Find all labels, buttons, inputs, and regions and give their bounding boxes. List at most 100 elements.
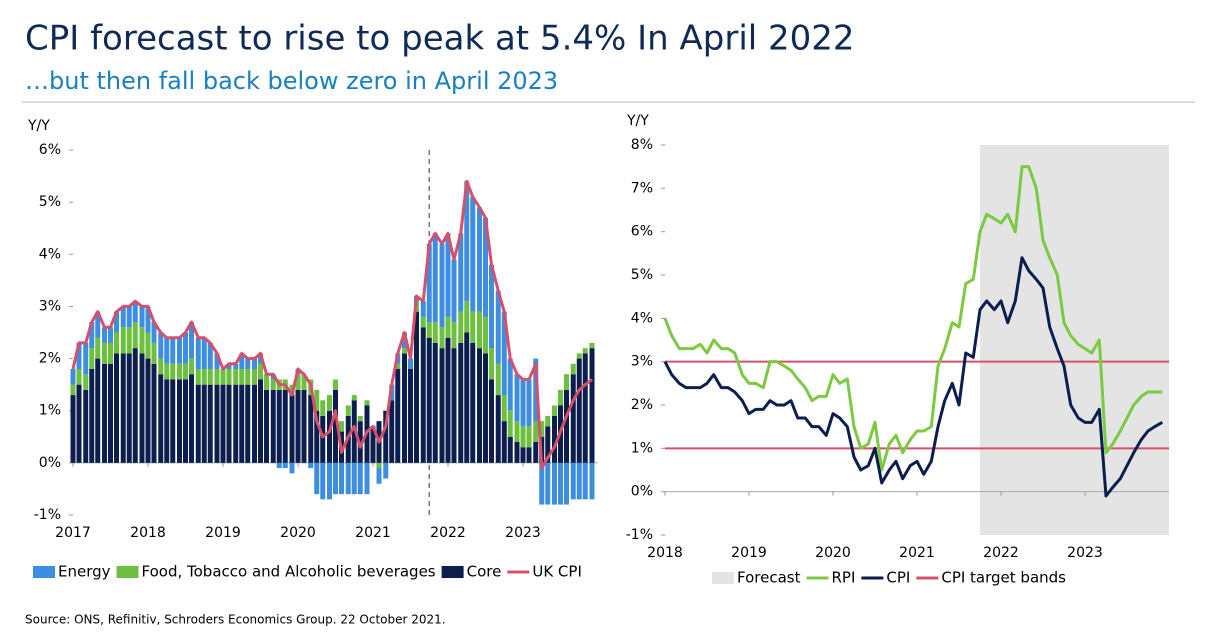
- bar-segment: [570, 374, 576, 463]
- bar-segment: [301, 389, 307, 463]
- bar-segment: [570, 363, 576, 375]
- y-tick-label: 1%: [631, 440, 653, 456]
- bar-segment: [420, 301, 426, 317]
- bar-segment: [314, 462, 320, 495]
- bar-segment: [139, 306, 145, 328]
- bar-segment: [426, 243, 432, 323]
- bar-segment: [158, 358, 164, 375]
- bar-segment: [570, 462, 576, 500]
- bar-segment: [395, 369, 401, 463]
- bar-segment: [552, 462, 557, 505]
- bar-segment: [483, 217, 488, 317]
- bar-segment: [95, 337, 101, 359]
- y-tick-label: 1%: [39, 403, 61, 419]
- bar-segment: [327, 410, 332, 463]
- bar-segment: [370, 426, 376, 463]
- bar-segment: [451, 348, 457, 463]
- bar-segment: [239, 384, 245, 463]
- y-tick-label: 2%: [631, 397, 653, 413]
- bar-segment: [408, 358, 413, 369]
- bar-segment: [333, 389, 338, 463]
- bar-segment: [89, 348, 95, 369]
- bar-segment: [357, 462, 363, 495]
- bar-segment: [402, 353, 407, 463]
- x-tick-label: 2022: [983, 545, 1019, 561]
- y-tick-label: 6%: [631, 224, 653, 240]
- bar-segment: [533, 442, 539, 463]
- bar-segment: [445, 337, 451, 463]
- bar-segment: [70, 369, 76, 385]
- bar-segment: [207, 384, 213, 463]
- y-tick-label: 6%: [39, 142, 61, 158]
- bar-segment: [552, 415, 557, 463]
- bar-segment: [70, 395, 76, 463]
- bar-segment: [207, 342, 213, 369]
- bar-segment: [470, 196, 476, 312]
- legend-label: Food, Tobacco and Alcoholic beverages: [142, 563, 436, 581]
- y-tick-label: 5%: [631, 267, 653, 283]
- bar-segment: [289, 395, 295, 463]
- bar-segment: [276, 389, 282, 463]
- bar-segment: [432, 233, 438, 323]
- bar-segment: [589, 462, 595, 500]
- bar-segment: [295, 389, 301, 463]
- bar-segment: [351, 462, 357, 495]
- bar-segment: [439, 243, 445, 328]
- bar-segment: [545, 426, 551, 463]
- bar-segment: [308, 462, 314, 469]
- bar-segment: [470, 342, 476, 463]
- bar-segment: [207, 369, 213, 385]
- bar-segment: [507, 358, 513, 411]
- bar-segment: [364, 400, 370, 406]
- bar-segment: [327, 395, 332, 411]
- bar-segment: [589, 342, 595, 349]
- series-line: [663, 165, 1163, 472]
- bar-segment: [576, 462, 582, 500]
- bar-segment: [576, 353, 582, 359]
- source-note: Source: ONS, Refinitiv, Schroders Econom…: [25, 613, 446, 627]
- bar-segment: [132, 301, 138, 323]
- bar-segment: [507, 410, 513, 437]
- bar-segment: [564, 462, 569, 505]
- bar-segment: [327, 462, 332, 500]
- bar-segment: [201, 337, 207, 369]
- y-tick-label: 0%: [39, 455, 61, 471]
- x-tick-label: 2017: [55, 525, 91, 541]
- y-tick-label: 8%: [631, 137, 653, 153]
- bar-segment: [70, 384, 76, 396]
- bar-segment: [170, 363, 176, 380]
- bar-segment: [402, 348, 407, 354]
- bar-segment: [357, 415, 363, 422]
- legend-label: CPI: [886, 569, 910, 587]
- bar-segment: [558, 389, 563, 406]
- bar-segment: [220, 369, 226, 385]
- bar-segment: [89, 322, 95, 349]
- bar-segment: [139, 353, 145, 463]
- bar-segment: [339, 462, 344, 495]
- bar-segment: [333, 462, 338, 495]
- bar-segment: [132, 348, 138, 463]
- y-tick-label: 0%: [631, 484, 653, 500]
- bar-segment: [477, 348, 482, 463]
- x-tick-label: 2021: [355, 525, 391, 541]
- bar-segment: [552, 405, 557, 416]
- bar-segment: [451, 259, 457, 323]
- bar-segment: [526, 447, 532, 463]
- bar-segment: [151, 342, 157, 364]
- bar-segment: [495, 395, 501, 463]
- bar-segment: [264, 374, 269, 390]
- bar-segment: [83, 389, 89, 463]
- bar-segment: [345, 462, 351, 495]
- bar-segment: [145, 358, 151, 463]
- bar-segment: [408, 369, 413, 463]
- bar-segment: [120, 353, 126, 463]
- bar-segment: [564, 389, 569, 463]
- bar-segment: [376, 462, 382, 469]
- y-tick-label: 5%: [39, 194, 61, 210]
- bar-segment: [189, 358, 194, 375]
- bar-segment: [83, 374, 89, 390]
- bar-segment: [582, 353, 588, 463]
- bar-segment: [145, 332, 151, 359]
- bar-segment: [489, 348, 494, 380]
- bar-segment: [189, 322, 194, 359]
